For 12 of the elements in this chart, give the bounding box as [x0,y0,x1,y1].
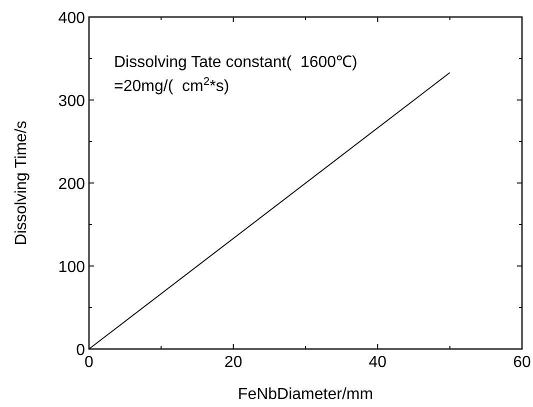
x-tick-label: 40 [368,354,387,371]
annotation: =20mg/( cm$^{2}$*s) [114,76,230,95]
y-tick-label: 400 [58,10,86,27]
y-tick-label: 0 [76,342,86,359]
y-axis-title: Dissolving Time/s [13,120,30,246]
x-axis-title: FeNbDiameter/mm [238,386,374,403]
annotation: Dissolving Tate constant( 1600℃) [114,54,358,71]
x-tick-label: 20 [224,354,242,371]
y-tick-label: 100 [58,259,86,276]
x-tick-label: 60 [513,354,531,371]
y-tick-label: 300 [58,93,86,110]
y-tick-label: 200 [58,176,86,193]
